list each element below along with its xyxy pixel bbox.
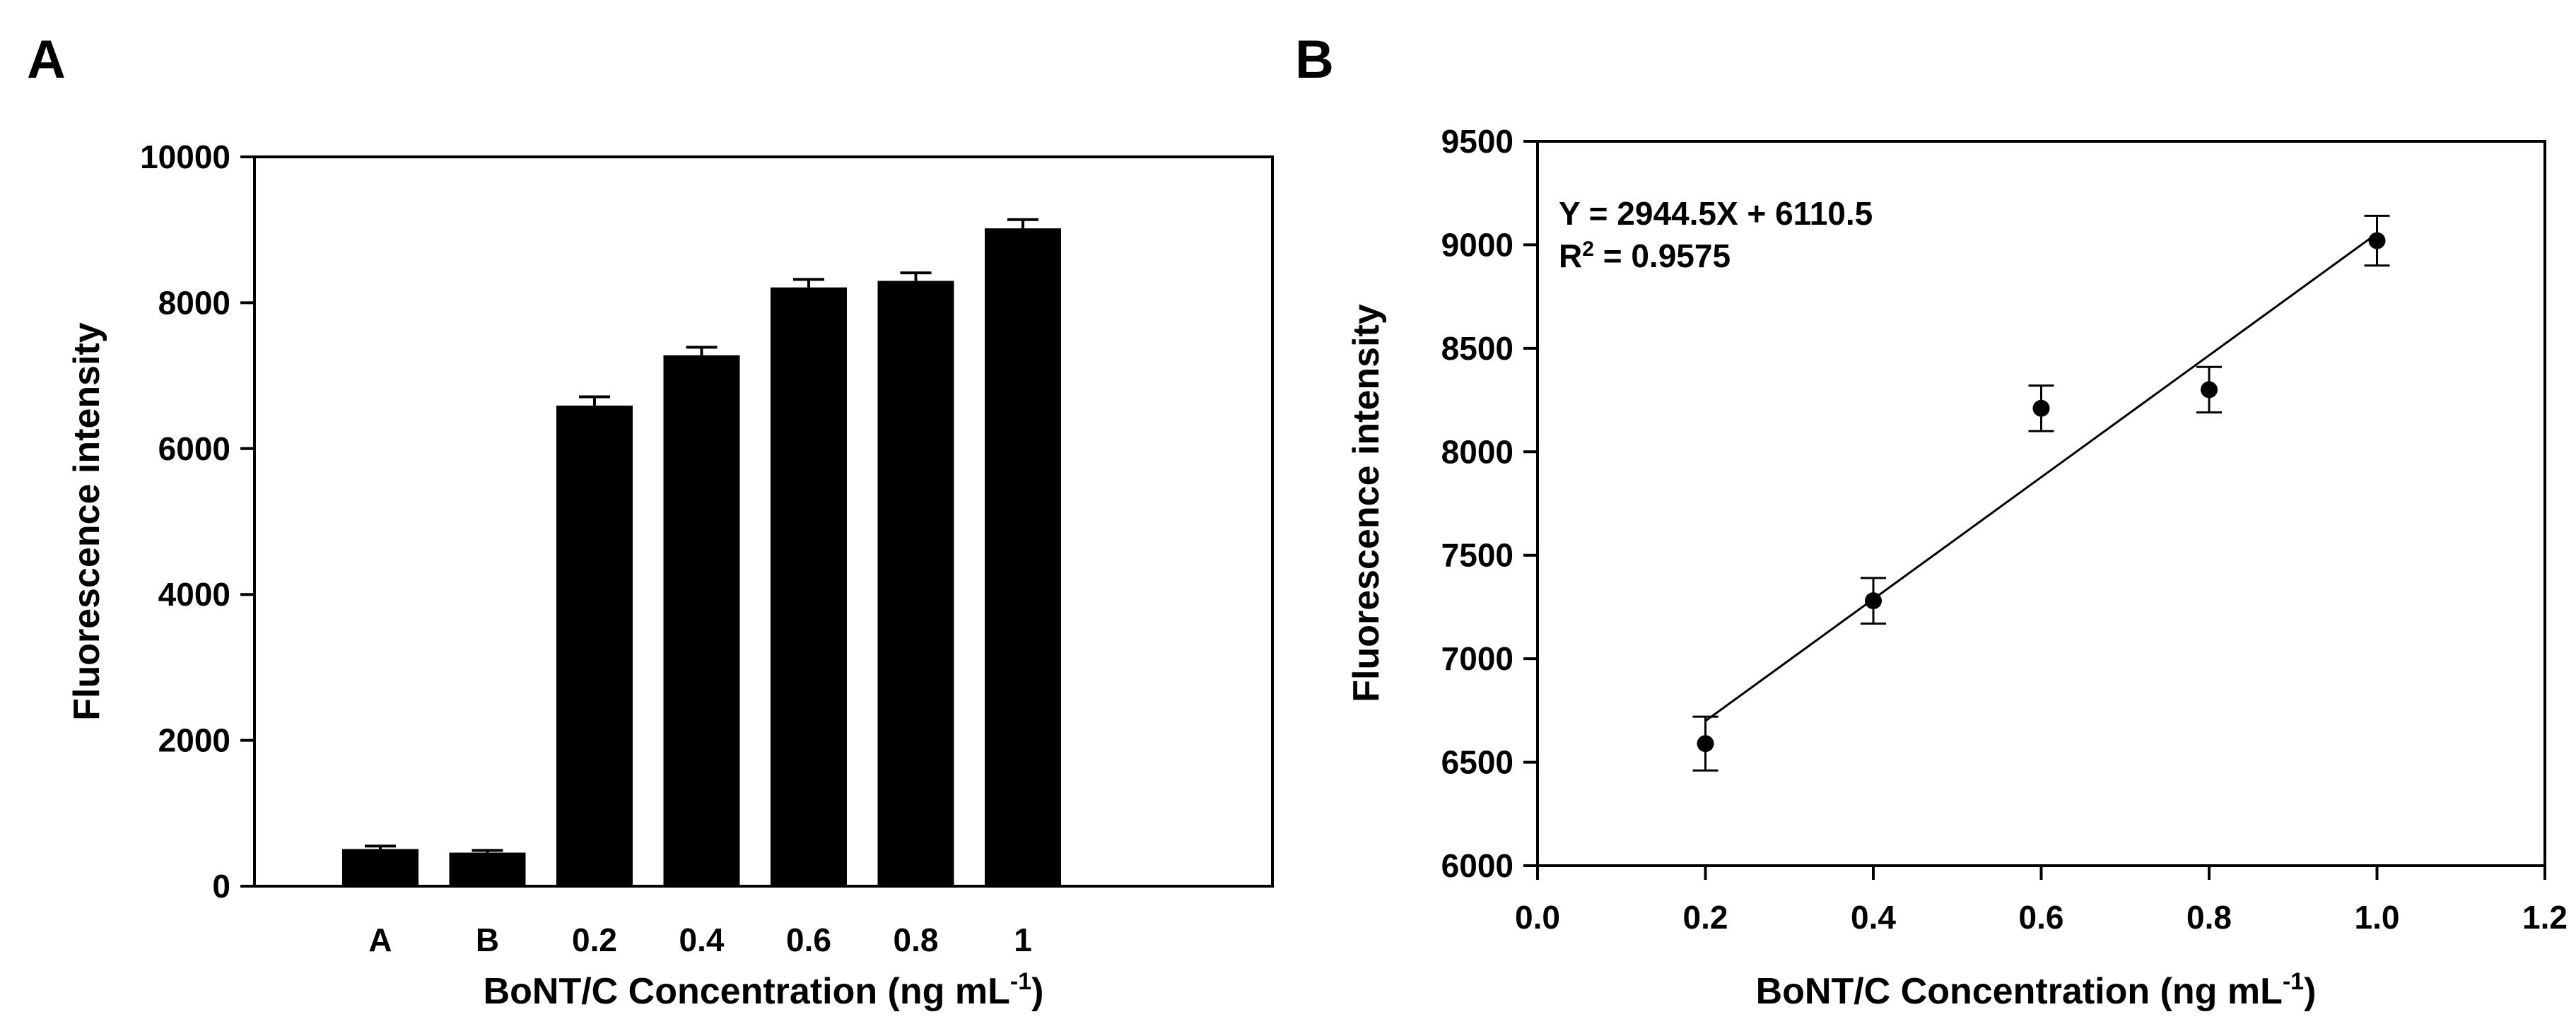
data-point xyxy=(2368,232,2386,249)
x-axis-title-a: BoNT/C Concentration (ng mL-1) xyxy=(484,968,1044,1012)
data-point xyxy=(2032,399,2050,417)
y-tick-label-b: 9500 xyxy=(1441,123,1514,160)
x-tick-label-a: 0.2 xyxy=(572,922,617,958)
x-axis-title-a-tail: ) xyxy=(1031,971,1043,1012)
x-axis-title-b-sup: -1 xyxy=(2283,968,2304,995)
bar xyxy=(556,405,633,886)
x-tick-label-a: 0.6 xyxy=(786,922,831,958)
x-tick-label-b: 0.0 xyxy=(1515,899,1560,936)
y-tick-label-b: 8500 xyxy=(1441,330,1514,367)
panel-a-label: A xyxy=(27,30,66,90)
x-tick-label-a: 0.8 xyxy=(894,922,939,958)
panel-b-label: B xyxy=(1295,30,1334,90)
x-tick-label-a: B xyxy=(476,922,499,958)
plot-frame-a xyxy=(253,155,1274,888)
x-tick-label-a: 0.4 xyxy=(679,922,725,958)
y-tick-label-b: 6000 xyxy=(1441,847,1514,884)
x-axis-title-a-sup: -1 xyxy=(1010,968,1031,995)
x-tick-label-b: 0.6 xyxy=(2019,899,2064,936)
data-point xyxy=(1697,735,1714,753)
bar xyxy=(771,287,847,886)
y-tick-label-a: 0 xyxy=(212,868,230,905)
y-axis-title-a: Fluorescence intensity xyxy=(66,322,107,721)
x-tick-label-b: 0.2 xyxy=(1683,899,1728,936)
x-tick-label-a: A xyxy=(368,922,392,958)
bar xyxy=(877,281,954,886)
x-tick-label-b: 0.8 xyxy=(2186,899,2232,936)
x-axis-title-b: BoNT/C Concentration (ng mL-1) xyxy=(1756,968,2317,1012)
x-tick-label-b: 0.4 xyxy=(1851,899,1896,936)
x-axis-title-b-tail: ) xyxy=(2304,971,2316,1012)
bar xyxy=(342,849,418,886)
r-squared-sup: 2 xyxy=(1582,237,1594,261)
x-tick-label-a: 1 xyxy=(1014,922,1032,958)
y-tick-label-b: 7000 xyxy=(1441,640,1514,677)
x-axis-title-b-main: BoNT/C Concentration (ng mL xyxy=(1756,971,2283,1012)
y-tick-label-a: 6000 xyxy=(158,430,230,467)
x-tick-label-b: 1.0 xyxy=(2355,899,2400,936)
data-point xyxy=(2201,381,2218,399)
bar xyxy=(985,228,1061,886)
y-tick-label-b: 6500 xyxy=(1441,744,1514,781)
y-axis-title-b: Fluorescence intensity xyxy=(1346,304,1387,702)
data-point xyxy=(1865,592,1882,610)
regression-equation: Y = 2944.5X + 6110.5 xyxy=(1559,195,1873,232)
x-tick-label-b: 1.2 xyxy=(2522,899,2568,936)
bar-chart: 0 2000 4000 6000 8000 10000 A B 0.2 0.4 0.6 0.8 1 Fl… xyxy=(66,139,1274,1012)
y-tick-label-a: 2000 xyxy=(158,722,230,759)
r-squared-value: = 0.9575 xyxy=(1594,237,1731,274)
r-squared-label: R2 = 0.9575 xyxy=(1559,237,1731,274)
scatter-chart: 6000 6500 7000 7500 8000 8500 9000 9500 0.0 0.2 0.… xyxy=(1346,123,2568,1012)
bar xyxy=(663,355,740,887)
y-tick-label-a: 4000 xyxy=(158,576,230,613)
chart-a-marks: 0 2000 4000 6000 8000 10000 A B 0.2 0.4 0.6 0.8 1 xyxy=(140,139,1061,958)
y-tick-label-b: 9000 xyxy=(1441,226,1514,263)
r-squared-prefix: R xyxy=(1559,237,1582,274)
y-tick-label-a: 10000 xyxy=(140,139,230,175)
y-tick-label-b: 8000 xyxy=(1441,433,1514,470)
x-axis-title-a-main: BoNT/C Concentration (ng mL xyxy=(484,971,1010,1012)
bar xyxy=(449,852,526,886)
regression-line xyxy=(1704,232,2378,722)
y-tick-label-b: 7500 xyxy=(1441,537,1514,574)
chart-b-marks: 6000 6500 7000 7500 8000 8500 9000 9500 0.0 0.2 0.… xyxy=(1441,123,2568,936)
y-tick-label-a: 8000 xyxy=(158,284,230,321)
